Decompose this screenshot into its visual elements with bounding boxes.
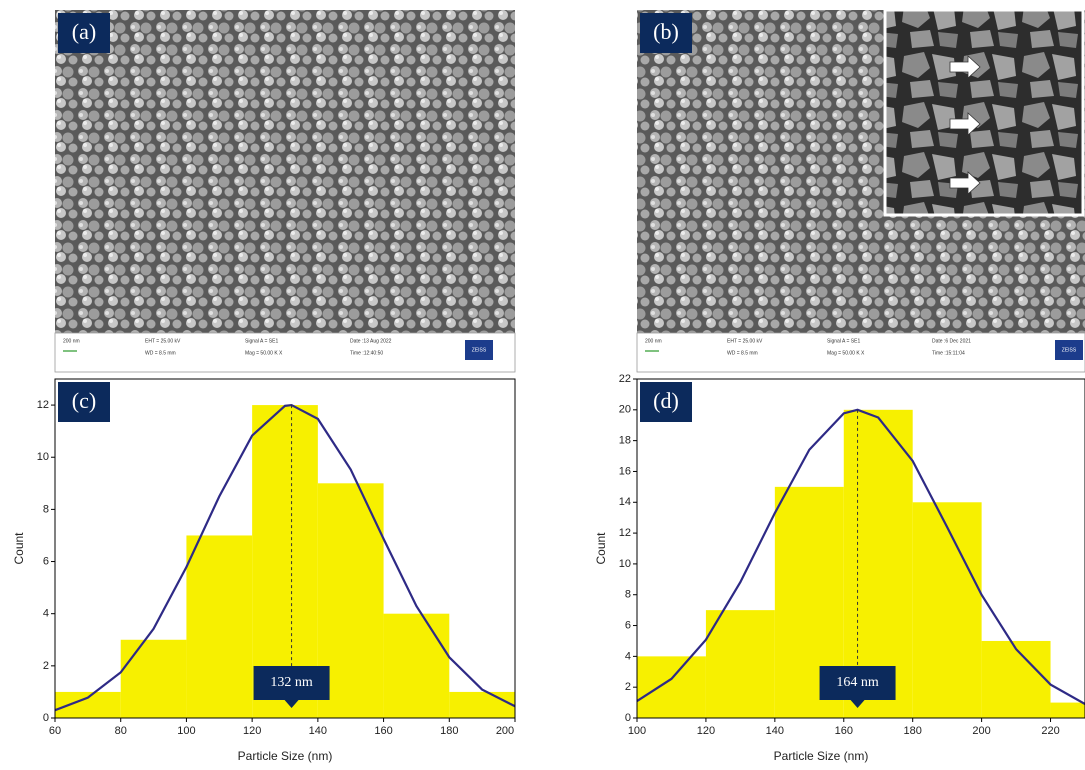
info-text: Mag = 50.00 K X [827, 350, 865, 356]
panel-label: (a) [72, 19, 96, 44]
info-text: Date :6 Dec 2021 [932, 338, 971, 344]
x-tick-label: 160 [835, 725, 853, 737]
panel-label: (d) [653, 388, 679, 413]
x-tick-label: 200 [972, 725, 990, 737]
y-tick-label: 18 [619, 435, 631, 447]
bar [121, 640, 187, 718]
y-tick-label: 2 [625, 681, 631, 693]
panel-label: (b) [653, 19, 679, 44]
y-tick-label: 10 [619, 558, 631, 570]
x-tick-label: 100 [628, 725, 646, 737]
figure: (a) 200 nm EHT = 25.00 kV WD = 8.5 mm Signal… [0, 0, 1085, 765]
x-tick-label: 180 [440, 725, 458, 737]
y-tick-label: 12 [37, 399, 49, 411]
x-tick-label: 60 [49, 725, 61, 737]
x-tick-label: 120 [243, 725, 261, 737]
bar [637, 656, 706, 718]
annotation-text: 132 nm [270, 675, 313, 690]
bar [706, 610, 775, 718]
logo: ZEISS [1062, 347, 1077, 353]
inset-image [885, 10, 1083, 215]
bar [186, 535, 252, 718]
bar [982, 641, 1051, 718]
bar [913, 502, 982, 718]
info-text: Time :12:40:50 [350, 350, 383, 356]
info-text: 200 nm [63, 338, 80, 344]
y-tick-label: 20 [619, 404, 631, 416]
bar [1051, 703, 1085, 718]
y-tick-label: 10 [37, 451, 49, 463]
info-text: Signal A = SE1 [245, 338, 278, 344]
info-text: Mag = 50.00 K X [245, 350, 283, 356]
info-text: Signal A = SE1 [827, 338, 860, 344]
bar [449, 692, 515, 718]
info-text: EHT = 25.00 kV [727, 338, 763, 344]
info-text: Date :13 Aug 2022 [350, 338, 392, 344]
info-text: 200 nm [645, 338, 662, 344]
y-tick-label: 8 [625, 589, 631, 601]
y-tick-label: 14 [619, 496, 631, 508]
bar [384, 614, 450, 718]
y-tick-label: 12 [619, 527, 631, 539]
info-text: WD = 8.5 mm [727, 350, 758, 356]
x-tick-label: 200 [496, 725, 514, 737]
y-axis-label: Count [594, 532, 608, 565]
panel-label: (c) [72, 388, 96, 413]
y-axis-label: Count [12, 532, 26, 565]
annotation-text: 164 nm [836, 675, 879, 690]
y-tick-label: 22 [619, 373, 631, 385]
sem-image [55, 10, 515, 333]
x-tick-label: 80 [115, 725, 127, 737]
x-axis-label: Particle Size (nm) [238, 749, 333, 763]
x-tick-label: 140 [309, 725, 327, 737]
x-tick-label: 100 [177, 725, 195, 737]
x-tick-label: 180 [904, 725, 922, 737]
info-text: Time :15:11:04 [932, 350, 965, 356]
y-tick-label: 6 [43, 555, 49, 567]
y-tick-label: 2 [43, 660, 49, 672]
y-tick-label: 6 [625, 619, 631, 631]
info-bar [55, 333, 515, 372]
x-tick-label: 140 [766, 725, 784, 737]
y-tick-label: 0 [625, 712, 631, 724]
y-tick-label: 4 [43, 608, 49, 620]
y-tick-label: 0 [43, 712, 49, 724]
bar [55, 692, 121, 718]
x-tick-label: 120 [697, 725, 715, 737]
y-tick-label: 4 [625, 650, 631, 662]
info-text: EHT = 25.00 kV [145, 338, 181, 344]
info-text: WD = 8.5 mm [145, 350, 176, 356]
logo: ZEISS [472, 347, 487, 353]
y-tick-label: 16 [619, 465, 631, 477]
x-tick-label: 220 [1041, 725, 1059, 737]
x-tick-label: 160 [374, 725, 392, 737]
x-axis-label: Particle Size (nm) [774, 749, 869, 763]
y-tick-label: 8 [43, 503, 49, 515]
